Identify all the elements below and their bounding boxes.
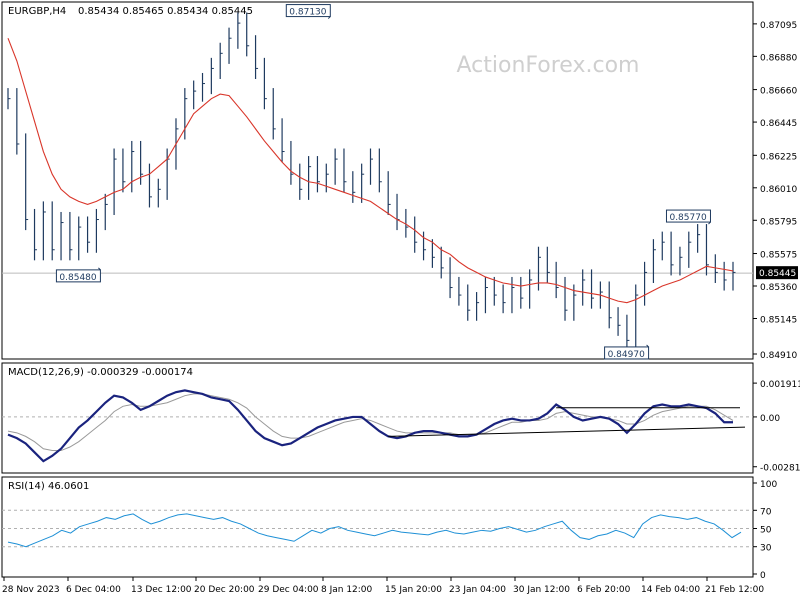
x-tick-label: 6 Dec 04:00 [66,585,121,595]
rsi-line [7,513,742,548]
rsi-panel-frame [1,476,754,578]
x-tick-label: 15 Jan 20:00 [385,585,442,595]
annotation-label: 0.85480 [59,273,96,283]
x-tick-label: 8 Jan 12:00 [321,585,373,595]
rsi-tick-label: 100 [760,480,777,490]
rsi-tick-label: 0 [760,571,766,581]
macd-y-axis: 0.001911 0.00 -0.002816 [753,380,800,474]
current-price-box [756,266,798,280]
price-tick-label: 0.87095 [760,21,797,31]
x-tick-label: 20 Dec 20:00 [194,585,255,595]
rsi-line [7,513,742,548]
symbol-label: EURGBP,H4 [8,6,66,17]
annotation-box [604,346,650,360]
annotation-label: 0.87130 [289,8,326,18]
price-panel-frame [1,1,754,360]
annotation-leader [98,267,101,271]
price-tick-label: 0.85575 [760,251,797,261]
price-tick-label: 0.86445 [760,119,797,129]
price-tick-label: 0.86660 [760,87,797,97]
rsi-tick-label: 30 [760,544,772,554]
moving-average-line [7,38,734,304]
annotation-label: 0.85770 [669,213,706,223]
annotation-leader [708,221,711,225]
ohlc-values: 0.85434 0.85465 0.85434 0.85445 [78,6,253,17]
x-tick-label: 13 Dec 12:00 [131,585,192,595]
annotation-leader [327,16,331,19]
macd-tick-label: -0.002816 [760,464,800,474]
annotation-leader [646,344,649,348]
price-tick-label: 0.85145 [760,315,797,325]
price-tick-label: 0.86010 [760,185,797,195]
rsi-tick-label: 50 [760,526,772,536]
annotation-box [665,209,711,223]
x-tick-label: 6 Feb 20:00 [577,585,631,595]
rsi-title: RSI(14) 46.0601 [8,481,89,492]
annotation-box [285,4,331,18]
macd-panel-frame [1,362,754,474]
price-tick-label: 0.84910 [760,351,797,361]
macd-line [7,389,733,463]
watermark-text: ActionForex.com [457,53,640,78]
macd-tick-label: 0.001911 [760,380,800,390]
annotation-label: 0.84970 [608,350,645,360]
annotation-box [55,269,101,283]
price-tick-label: 0.86880 [760,53,797,63]
macd-trendline-lower [388,426,746,437]
macd-lines [7,389,746,463]
x-tick-label: 29 Dec 04:00 [258,585,319,595]
x-tick-label: 23 Jan 04:00 [449,585,506,595]
price-tick-label: 0.85360 [760,283,797,293]
x-tick-label: 28 Nov 2023 [2,585,60,595]
current-price-label: 0.85445 [759,269,796,279]
x-tick-label: 14 Feb 04:00 [641,585,700,595]
price-tick-label: 0.85795 [760,217,797,227]
rsi-y-axis: 100 70 50 30 0 [753,480,777,581]
rsi-tick-label: 70 [760,507,772,517]
x-axis: 28 Nov 2023 6 Dec 04:00 13 Dec 12:00 20 Dec… [2,577,764,595]
macd-title: MACD(12,26,9) -0.000329 -0.000174 [8,367,193,378]
price-moving-average [7,38,734,304]
rsi-grid [2,509,753,548]
macd-tick-label: 0.00 [760,414,780,424]
x-tick-label: 21 Feb 12:00 [705,585,764,595]
price-y-axis: 0.87095 0.86880 0.86660 0.86445 0.86225 0.860… [753,21,798,361]
price-tick-label: 0.86225 [760,152,797,162]
x-tick-label: 30 Jan 12:00 [513,585,570,595]
price-annotations: 0.87130 0.85480 0.85770 0.84970 [55,4,711,360]
